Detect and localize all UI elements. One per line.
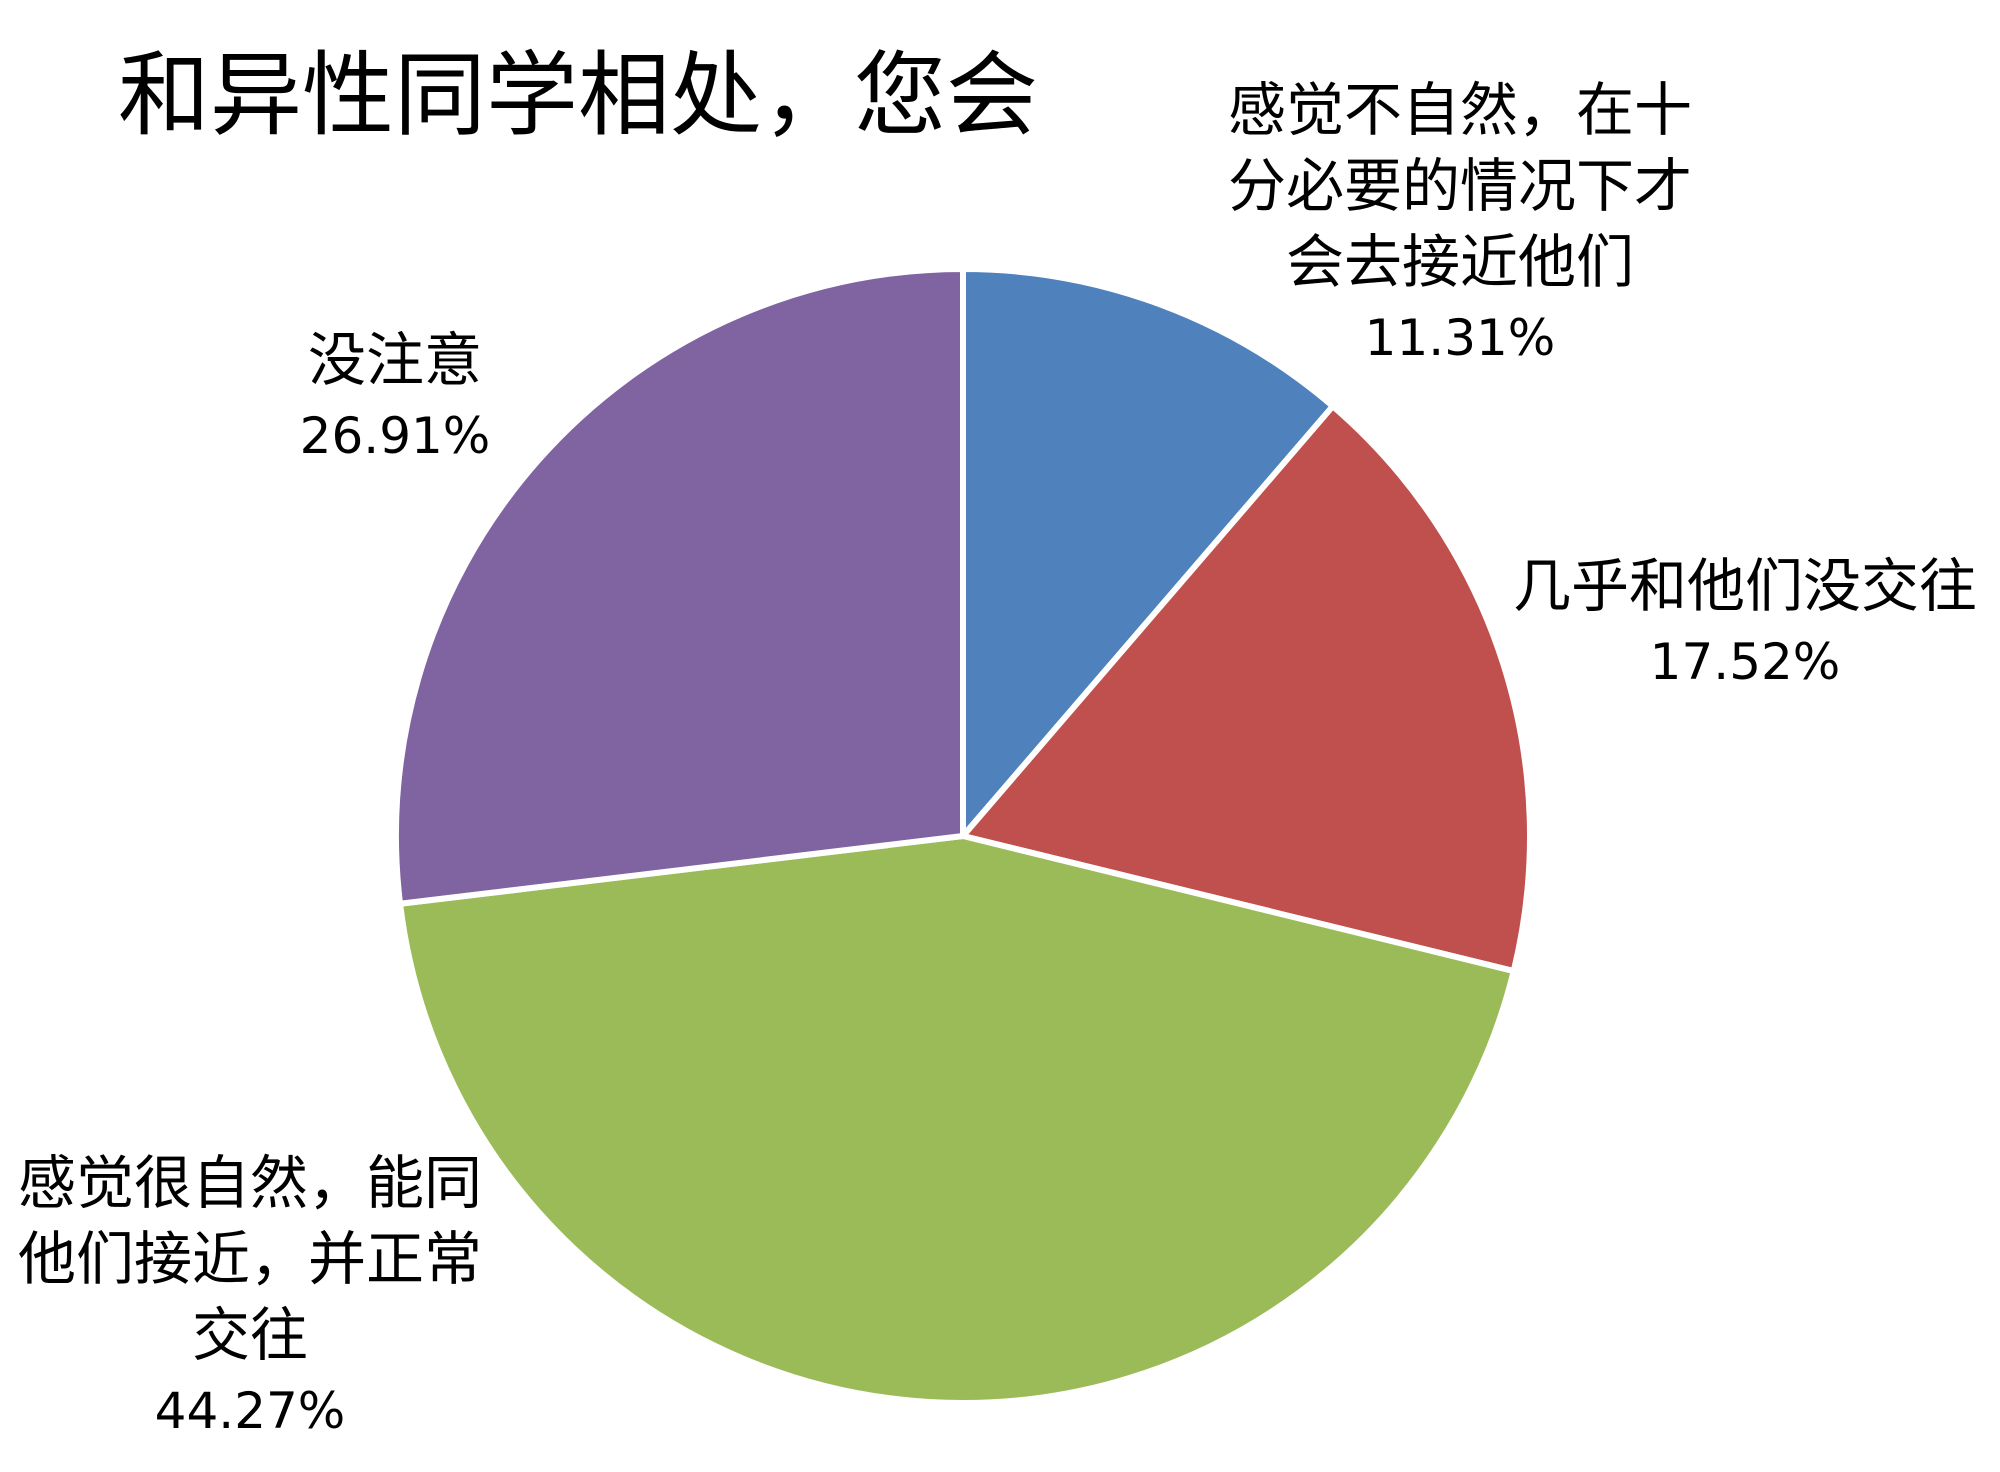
pie-slice-natural <box>397 833 1517 1406</box>
pie-slice-no-contact <box>960 403 1534 975</box>
slice-label-no-contact: 几乎和他们没交往 17.52% <box>1485 548 2000 700</box>
slice-value-label: 44.27% <box>154 1382 346 1440</box>
pie-slice-not-noticed <box>393 266 966 907</box>
pie-slice-unnatural <box>960 266 1336 839</box>
slice-label-text: 感觉不自然，在十 <box>1227 76 1692 144</box>
slice-label-text: 他们接近，并正常 <box>17 1225 482 1293</box>
slice-label-unnatural: 感觉不自然，在十 分必要的情况下才 会去接近他们 11.31% <box>1200 72 1720 376</box>
slice-label-text: 交往 <box>191 1301 308 1369</box>
pie-slices <box>393 266 1534 1406</box>
slice-label-text: 没注意 <box>307 326 482 394</box>
slice-label-text: 感觉很自然，能同 <box>17 1149 482 1217</box>
slice-value-label: 17.52% <box>1649 633 1841 691</box>
chart-title: 和异性同学相处，您会 <box>118 42 1039 149</box>
slice-value-label: 11.31% <box>1364 309 1556 367</box>
slice-label-text: 几乎和他们没交往 <box>1512 552 1977 620</box>
slice-label-text: 会去接近他们 <box>1285 228 1634 296</box>
slice-value-label: 26.91% <box>299 407 491 465</box>
slice-label-natural: 感觉很自然，能同 他们接近，并正常 交往 44.27% <box>0 1145 500 1449</box>
slice-label-not-noticed: 没注意 26.91% <box>235 322 555 474</box>
slice-label-text: 分必要的情况下才 <box>1227 152 1692 220</box>
